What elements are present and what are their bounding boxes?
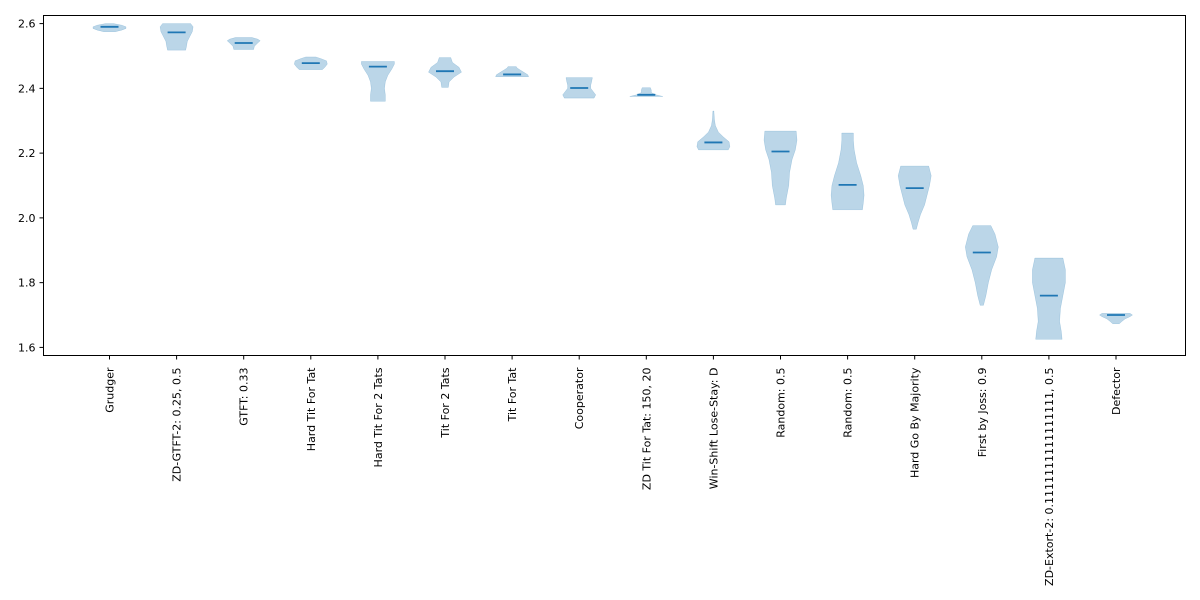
violin-body bbox=[830, 132, 865, 211]
x-tick-label: Random: 0.5 bbox=[842, 368, 855, 438]
y-tick-label: 1.6 bbox=[18, 341, 36, 354]
x-tick-label: First by Joss: 0.9 bbox=[976, 368, 989, 458]
violin-body bbox=[361, 61, 395, 102]
violin-body bbox=[1032, 257, 1066, 340]
x-tick-label: Tit For 2 Tats bbox=[439, 367, 452, 438]
violin-bodies bbox=[92, 23, 1133, 340]
x-tick-label: ZD-Extort-2: 0.1111111111111111, 0.5 bbox=[1043, 368, 1056, 586]
x-tick-label: Win-Shift Lose-Stay: D bbox=[707, 368, 720, 490]
x-tick-label: Hard Tit For Tat bbox=[305, 367, 318, 451]
y-tick-label: 2.0 bbox=[18, 212, 36, 225]
x-tick-label: ZD Tit For Tat: 150, 20 bbox=[640, 368, 653, 491]
violin-body bbox=[1099, 313, 1133, 325]
x-tick-label: Cooperator bbox=[573, 367, 586, 429]
y-axis: 1.6 1.8 2.0 2.2 2.4 2.6 bbox=[18, 18, 44, 354]
violin-body bbox=[428, 57, 462, 88]
x-tick-label: Defector bbox=[1110, 367, 1123, 415]
violin-body bbox=[159, 23, 194, 51]
x-tick-label: Hard Tit For 2 Tats bbox=[372, 367, 385, 467]
violin-body bbox=[965, 225, 999, 306]
x-tick-label: Tit For Tat bbox=[506, 367, 519, 423]
y-tick-label: 2.6 bbox=[18, 18, 36, 31]
median-lines bbox=[100, 25, 1125, 316]
y-tick-label: 1.8 bbox=[18, 277, 36, 290]
y-tick-label: 2.4 bbox=[18, 82, 36, 95]
violin-body bbox=[696, 110, 731, 151]
x-axis: Grudger ZD-GTFT-2: 0.25, 0.5 GTFT: 0.33 Har… bbox=[104, 355, 1123, 586]
x-tick-label: Grudger bbox=[104, 367, 117, 413]
violin-body bbox=[763, 130, 798, 206]
plot-frame bbox=[43, 15, 1186, 356]
x-tick-label: ZD-GTFT-2: 0.25, 0.5 bbox=[171, 368, 184, 482]
x-tick-label: Hard Go By Majority bbox=[909, 367, 922, 478]
x-tick-label: Random: 0.5 bbox=[775, 368, 788, 438]
violin-body bbox=[897, 165, 932, 230]
y-tick-label: 2.2 bbox=[18, 147, 36, 160]
x-tick-label: GTFT: 0.33 bbox=[238, 368, 251, 426]
